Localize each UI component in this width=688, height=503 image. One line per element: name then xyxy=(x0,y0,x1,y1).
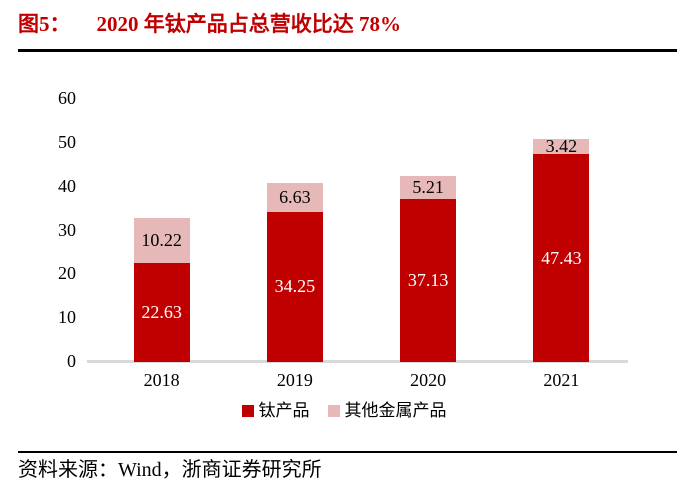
legend-item: 钛产品 xyxy=(241,401,310,420)
x-axis-label: 2021 xyxy=(543,370,580,390)
bar-segment-secondary: 6.63 xyxy=(266,182,323,212)
bar-value-label: 5.21 xyxy=(412,177,444,198)
bar-segment-primary: 37.13 xyxy=(400,199,457,362)
y-tick-label: 0 xyxy=(67,351,76,371)
title-divider-line xyxy=(18,49,677,52)
plot-area: 10.22 22.63 6.63 34.25 5.21 37.13 3.42 47.43 xyxy=(95,99,628,362)
bar-column-2018: 10.22 22.63 xyxy=(95,99,228,362)
figure-title: 2020 年钛产品占总营收比达 78% xyxy=(96,12,402,36)
y-tick-label: 30 xyxy=(58,219,76,240)
bar-value-label: 6.63 xyxy=(279,186,311,207)
x-axis-label: 2019 xyxy=(276,370,313,390)
bar-segment-secondary: 10.22 xyxy=(133,218,190,263)
y-tick-label: 60 xyxy=(58,88,76,108)
bar-segment-primary: 22.63 xyxy=(133,262,190,362)
footer-divider-line xyxy=(18,451,677,453)
bar-value-label: 47.43 xyxy=(541,247,582,268)
y-tick-label: 10 xyxy=(58,307,76,328)
legend-label: 其他金属产品 xyxy=(344,401,447,420)
legend-swatch xyxy=(241,405,254,417)
bar-stack: 5.21 37.13 xyxy=(400,176,457,362)
bar-segment-secondary: 3.42 xyxy=(533,136,590,157)
legend-label: 钛产品 xyxy=(258,401,310,420)
bar-column-2021: 3.42 47.43 xyxy=(495,99,628,362)
legend-item: 其他金属产品 xyxy=(327,401,447,420)
bar-value-label: 22.63 xyxy=(141,301,182,322)
legend-swatch xyxy=(327,405,340,417)
stacked-bar-chart: 0 10 20 30 40 50 60 10.22 22.63 6.63 34.25 5.21 37.… xyxy=(0,60,688,400)
x-axis-label: 2018 xyxy=(143,370,180,390)
bar-value-label: 37.13 xyxy=(407,270,449,291)
bar-column-2020: 5.21 37.13 xyxy=(362,99,495,362)
bar-column-2019: 6.63 34.25 xyxy=(228,99,361,362)
figure-number-label: 图5： xyxy=(18,12,71,36)
x-axis-category-labels: 2018 2019 2020 2021 xyxy=(95,369,628,391)
bar-segment-primary: 47.43 xyxy=(533,154,590,362)
chart-legend: 钛产品 其他金属产品 xyxy=(0,402,688,420)
bar-segment-secondary: 5.21 xyxy=(400,176,457,200)
y-tick-label: 50 xyxy=(58,131,76,152)
bar-stack: 10.22 22.63 xyxy=(133,218,190,362)
y-tick-label: 40 xyxy=(58,175,76,196)
bar-stack: 6.63 34.25 xyxy=(266,182,323,362)
source-note: 资料来源：Wind，浙商证券研究所 xyxy=(18,459,322,481)
bar-value-label: 10.22 xyxy=(141,229,182,250)
x-axis-baseline xyxy=(87,360,628,363)
bar-value-label: 3.42 xyxy=(545,136,578,157)
figure-title-row: 图5： 2020 年钛产品占总营收比达 78% xyxy=(18,9,401,39)
x-axis-label: 2020 xyxy=(410,370,447,390)
y-tick-label: 20 xyxy=(58,263,76,284)
bar-segment-primary: 34.25 xyxy=(266,211,323,362)
bar-value-label: 34.25 xyxy=(274,276,316,297)
bar-stack: 3.42 47.43 xyxy=(533,136,590,362)
